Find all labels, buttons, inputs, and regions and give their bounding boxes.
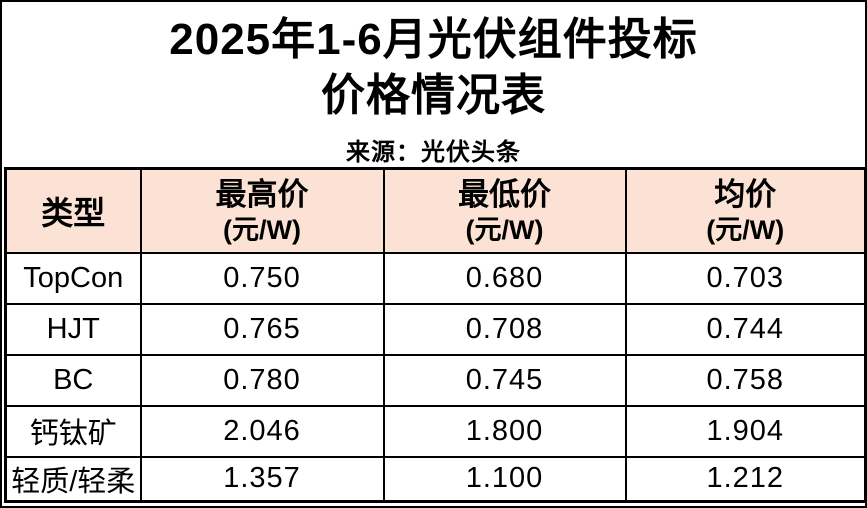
max-price-unit: (元/W) [223, 214, 301, 245]
min-price-unit: (元/W) [465, 214, 544, 245]
type-cell: BC [4, 353, 142, 407]
table-row: BC 0.780 0.745 0.758 [4, 353, 865, 407]
title-line-2: 价格情况表 [321, 71, 546, 120]
col-header-min-price: 最低价 (元/W) [382, 167, 627, 254]
max-price-cell: 2.046 [139, 404, 385, 458]
min-price-cell: 0.708 [382, 302, 627, 356]
max-price-label: 最高价 [215, 176, 309, 212]
min-price-cell: 1.100 [382, 455, 627, 502]
max-price-cell: 0.780 [139, 353, 385, 407]
col-header-avg-price: 均价 (元/W) [624, 167, 865, 254]
title-line-1: 2025年1-6月光伏组件投标 [169, 15, 698, 64]
table-row: 钙钛矿 2.046 1.800 1.904 [4, 404, 865, 458]
table-row: HJT 0.765 0.708 0.744 [4, 302, 865, 356]
col-header-type: 类型 [4, 167, 142, 254]
avg-price-label: 均价 [714, 176, 777, 212]
avg-price-cell: 0.758 [624, 353, 865, 407]
table-row: TopCon 0.750 0.680 0.703 [4, 251, 865, 305]
type-cell: HJT [4, 302, 142, 356]
avg-price-unit: (元/W) [706, 214, 785, 245]
max-price-cell: 1.357 [139, 455, 385, 502]
type-cell: TopCon [4, 251, 142, 305]
price-table: 类型 最高价 (元/W) 最低价 (元/W) 均价 (元/W) TopCon 0… [4, 167, 865, 503]
min-price-cell: 0.745 [382, 353, 627, 407]
min-price-label: 最低价 [458, 176, 551, 212]
type-cell: 钙钛矿 [4, 404, 142, 458]
avg-price-cell: 0.744 [624, 302, 865, 356]
type-cell: 轻质/轻柔 [4, 455, 142, 502]
source-caption: 来源：光伏头条 [346, 139, 521, 166]
avg-price-cell: 0.703 [624, 251, 865, 305]
avg-price-cell: 1.904 [624, 404, 865, 458]
max-price-cell: 0.765 [139, 302, 385, 356]
min-price-cell: 0.680 [382, 251, 627, 305]
table-row: 轻质/轻柔 1.357 1.100 1.212 [4, 455, 865, 502]
min-price-cell: 1.800 [382, 404, 627, 458]
max-price-cell: 0.750 [139, 251, 385, 305]
avg-price-cell: 1.212 [624, 455, 865, 502]
col-header-max-price: 最高价 (元/W) [139, 167, 385, 254]
table-header-row: 类型 最高价 (元/W) 最低价 (元/W) 均价 (元/W) [4, 167, 865, 254]
page-title: 2025年1-6月光伏组件投标 价格情况表 来源：光伏头条 [2, 2, 865, 167]
